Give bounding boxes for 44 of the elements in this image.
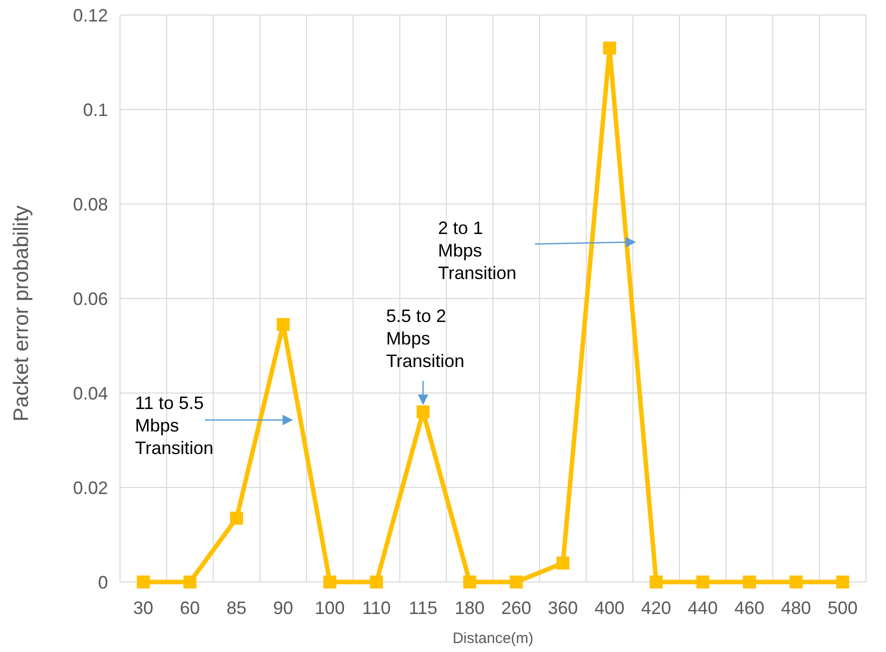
x-tick-label: 100	[314, 598, 345, 618]
y-tick-label: 0.1	[82, 100, 108, 120]
point	[510, 576, 523, 588]
x-axis-title: Distance(m)	[452, 630, 534, 647]
point	[323, 576, 336, 588]
point	[230, 512, 244, 525]
point	[183, 576, 196, 588]
x-tick-label: 115	[408, 598, 438, 618]
x-tick-label: 360	[548, 598, 578, 618]
x-tick-label: 110	[362, 598, 391, 618]
y-tick-label: 0.02	[72, 478, 108, 498]
x-tick-label: 90	[273, 598, 294, 618]
point	[276, 318, 290, 331]
x-tick-label: 180	[454, 598, 485, 618]
x-tick-label: 60	[180, 598, 200, 618]
point	[136, 576, 150, 588]
x-tick-label: 420	[641, 598, 672, 618]
y-tick-label: 0.06	[72, 288, 108, 309]
annotation: 11 to 5.5 Mbps Transition	[135, 393, 214, 458]
x-tick-label: 500	[828, 598, 858, 618]
point	[650, 576, 663, 588]
y-tick-label: 0	[98, 572, 108, 592]
point	[370, 576, 383, 588]
x-tick-label: 460	[734, 598, 764, 618]
point	[836, 576, 850, 588]
annotation: 2 to 1 Mbps Transition	[438, 218, 516, 284]
point	[603, 42, 616, 55]
x-tick-label: 260	[501, 598, 532, 618]
point	[416, 405, 430, 418]
x-tick-label: 400	[594, 598, 625, 618]
x-tick-label: 30	[133, 598, 154, 618]
point	[742, 576, 756, 588]
y-tick-label: 0.08	[72, 194, 108, 214]
point	[463, 576, 476, 588]
point	[556, 556, 570, 570]
y-tick-label: 0.12	[72, 5, 108, 26]
x-tick-label: 480	[781, 598, 812, 618]
x-tick-label: 85	[226, 598, 247, 618]
x-tick-label: 440	[688, 598, 718, 618]
y-tick-label: 0.04	[72, 383, 108, 404]
y-axis-title: Packet error probability	[10, 205, 33, 422]
annotation: 5.5 to 2 Mbps Transition	[386, 306, 464, 372]
point	[696, 576, 710, 588]
point	[790, 576, 803, 588]
